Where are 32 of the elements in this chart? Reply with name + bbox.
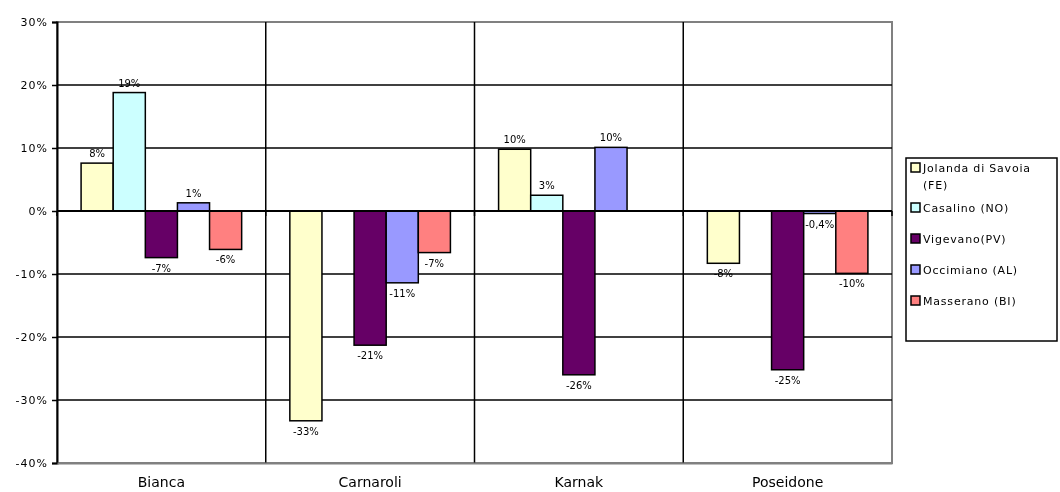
data-label: 3% [538,180,555,192]
y-tick-label: 0% [28,205,48,219]
legend-label: Masserano (BI) [923,295,1017,308]
data-label: 10% [599,132,623,144]
x-tick-label: Bianca [137,473,185,490]
y-tick-label: -30% [15,394,48,408]
x-tick-label: Poseidone [752,473,824,490]
data-label: -11% [389,287,416,299]
y-tick-label: 10% [20,142,48,156]
y-tick-label: 30% [20,16,48,30]
x-tick-label: Karnak [554,473,605,490]
data-label: 8% [89,148,106,160]
data-label: -25% [774,374,801,386]
y-tick-label: -10% [15,268,48,282]
data-label: 1% [185,187,202,199]
legend-label: Occimiano (AL) [923,264,1018,277]
y-tick-label: -20% [15,331,48,345]
data-label: -21% [357,350,384,362]
y-tick-label: -40% [15,457,48,471]
y-tick-label: 20% [20,79,48,93]
data-label: -26% [565,379,592,391]
legend-label: Casalino (NO) [923,202,1010,215]
data-label: -33% [292,425,319,437]
data-label: 10% [503,134,526,146]
data-label: -7% [424,257,445,269]
data-label: -10% [838,278,865,290]
legend-label: Jolanda di Savoia (FE) [922,162,1031,192]
legend-label: Vigevano(PV) [923,233,1007,246]
data-label: -0,4% [805,218,835,230]
data-label: -6% [215,254,236,266]
x-tick-label: Carnaroli [338,473,402,490]
data-label: -7% [151,262,172,274]
